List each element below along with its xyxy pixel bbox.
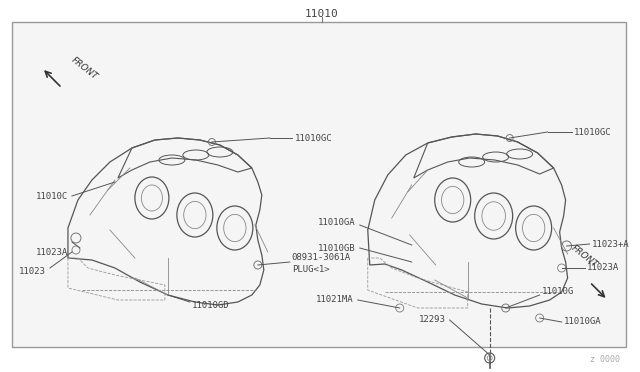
Text: 11010GA: 11010GA xyxy=(318,218,356,227)
Text: z 0000: z 0000 xyxy=(589,356,620,365)
Text: FRONT: FRONT xyxy=(70,56,100,82)
FancyBboxPatch shape xyxy=(12,22,625,347)
Text: PLUG<1>: PLUG<1> xyxy=(292,266,330,275)
Text: 11010GD: 11010GD xyxy=(192,301,230,310)
Text: 11023A: 11023A xyxy=(36,247,68,257)
Text: 11010GA: 11010GA xyxy=(564,317,601,327)
Text: 11010GB: 11010GB xyxy=(318,244,356,253)
Text: 11010G: 11010G xyxy=(541,288,574,296)
Text: 11021MA: 11021MA xyxy=(316,295,354,305)
Text: 11010GC: 11010GC xyxy=(295,134,332,142)
Text: 12293: 12293 xyxy=(419,315,445,324)
Text: 11023A: 11023A xyxy=(587,263,619,273)
Text: FRONT: FRONT xyxy=(570,244,600,270)
Text: 11010: 11010 xyxy=(305,9,339,19)
Text: 11010GC: 11010GC xyxy=(573,128,611,137)
Text: 11010C: 11010C xyxy=(36,192,68,201)
Text: 11023: 11023 xyxy=(19,267,46,276)
Text: 11023+A: 11023+A xyxy=(591,240,629,248)
Text: 08931-3061A: 08931-3061A xyxy=(292,253,351,263)
